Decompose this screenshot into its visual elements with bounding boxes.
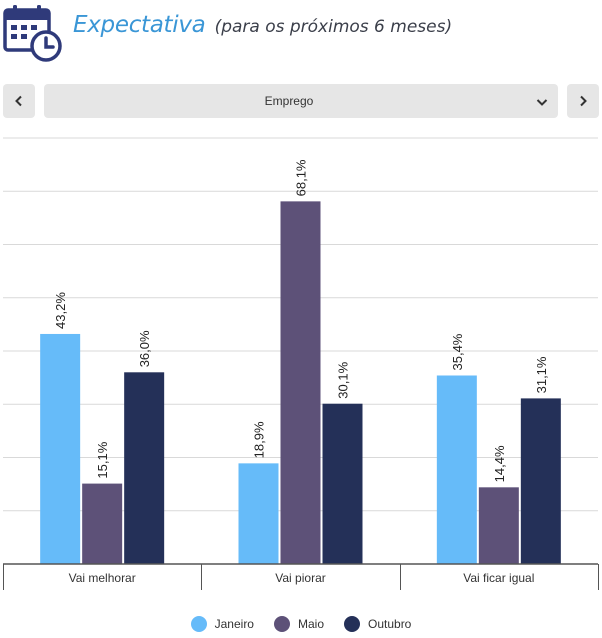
bar-maio-3[interactable] <box>478 487 519 564</box>
legend-swatch <box>190 616 207 632</box>
page-subtitle: (para os próximos 6 meses) <box>214 17 453 37</box>
legend-label: Janeiro <box>214 617 254 631</box>
bar-janeiro-3[interactable] <box>436 375 477 564</box>
page-title: Expectativa <box>73 12 206 38</box>
indicator-select[interactable]: Emprego <box>44 84 558 118</box>
bar-maio-2[interactable] <box>280 201 321 564</box>
chevron-left-icon <box>15 95 22 107</box>
data-label: 31,1% <box>534 356 549 393</box>
data-label: 36,0% <box>137 330 152 367</box>
bar-janeiro-2[interactable] <box>238 463 279 564</box>
legend-swatch <box>344 616 360 632</box>
chevron-right-icon <box>580 95 587 107</box>
previous-button[interactable] <box>3 84 35 118</box>
x-tick-label: Vai melhorar <box>69 571 136 585</box>
data-label: 15,1% <box>95 441 110 478</box>
bar-outubro-1[interactable] <box>124 372 165 564</box>
header: Expectativa (para os próximos 6 meses) <box>0 0 602 64</box>
indicator-select-value: Emprego <box>264 94 314 108</box>
next-button[interactable] <box>567 84 599 118</box>
data-label: 35,4% <box>450 333 465 370</box>
bar-chart: 43,2% 15,1% 36,0% 18,9% 68,1% 30,1% 35,4% 14,4%… <box>3 137 599 590</box>
x-tick-label: Vai ficar igual <box>463 571 534 585</box>
calendar-clock-icon <box>3 5 62 62</box>
data-label: 68,1% <box>294 159 309 196</box>
bar-janeiro-1[interactable] <box>40 333 81 564</box>
x-tick-label: Vai piorar <box>275 571 325 585</box>
title-group: Expectativa (para os próximos 6 meses) <box>73 12 452 38</box>
data-label: 30,1% <box>336 361 351 398</box>
legend-label: Outubro <box>368 617 412 631</box>
chevron-down-icon <box>536 99 548 106</box>
legend: Janeiro Maio Outubro <box>0 612 602 636</box>
legend-item-janeiro[interactable]: Janeiro <box>190 616 254 632</box>
legend-label: Maio <box>297 617 324 631</box>
data-label: 18,9% <box>252 421 267 458</box>
legend-item-maio[interactable]: Maio <box>273 616 324 632</box>
legend-item-outubro[interactable]: Outubro <box>344 616 411 632</box>
data-label: 43,2% <box>53 292 68 329</box>
legend-swatch <box>273 616 290 632</box>
data-label: 14,4% <box>492 445 507 482</box>
bar-outubro-2[interactable] <box>322 403 363 564</box>
bar-maio-1[interactable] <box>82 483 123 564</box>
bar-outubro-3[interactable] <box>520 398 561 564</box>
